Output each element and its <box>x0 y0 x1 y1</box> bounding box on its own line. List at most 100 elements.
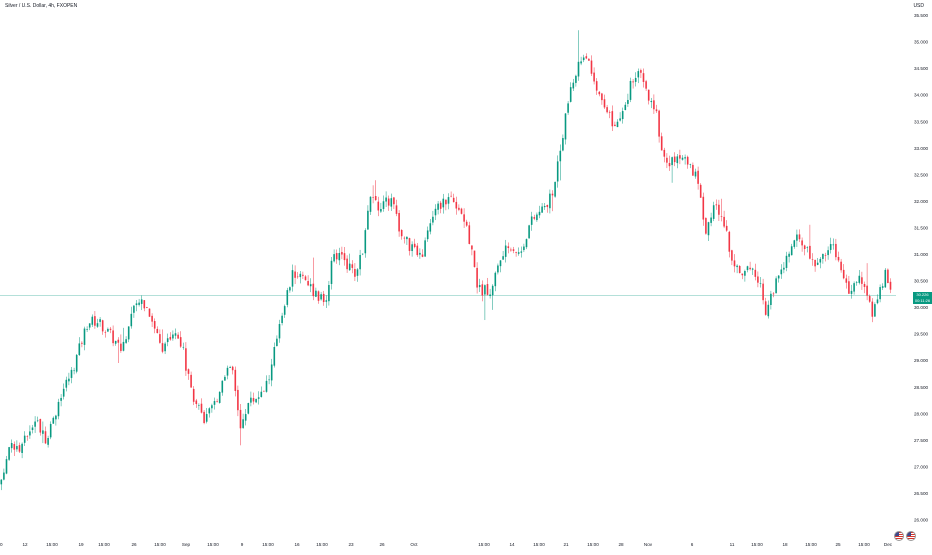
candle <box>114 340 117 346</box>
candle <box>250 391 252 407</box>
price-axis[interactable]: 26.000 26.500 27.000 27.500 28.000 28.500 29.0… <box>914 13 928 522</box>
candle <box>460 207 463 215</box>
candle <box>832 238 835 250</box>
candle <box>824 252 827 262</box>
candle <box>307 275 309 287</box>
candle <box>338 247 341 266</box>
candle <box>317 290 320 304</box>
candle <box>385 191 387 208</box>
price-tick-label: 32.000 <box>914 199 928 204</box>
candle <box>676 154 679 169</box>
candle <box>424 237 426 258</box>
uk-flag-icon[interactable] <box>894 531 904 541</box>
candle <box>255 398 257 404</box>
candle <box>304 275 307 281</box>
candle <box>52 416 55 424</box>
candle <box>135 300 138 312</box>
candle <box>481 280 484 302</box>
candle <box>819 257 822 269</box>
candle <box>237 385 239 417</box>
candle <box>603 94 606 110</box>
candle <box>616 119 619 128</box>
candle <box>686 155 689 169</box>
candle <box>208 407 211 418</box>
candle <box>827 246 829 260</box>
candle <box>398 210 400 237</box>
candle <box>413 238 416 249</box>
candle <box>793 239 796 249</box>
chart-title: Silver / U.S. Dollar, 4h, FXOPEN <box>5 3 78 9</box>
candle <box>42 421 44 444</box>
price-tick-label: 27.500 <box>914 438 928 443</box>
candle <box>182 342 185 350</box>
candle <box>754 263 757 281</box>
candle <box>177 332 179 339</box>
candle <box>447 193 450 210</box>
candle <box>767 300 770 319</box>
candle <box>478 278 481 292</box>
candle <box>491 284 494 310</box>
candle <box>315 287 317 298</box>
candle <box>445 199 447 211</box>
price-tick-label: 33.500 <box>914 119 928 124</box>
candle <box>421 249 424 258</box>
candle <box>133 304 135 318</box>
candle <box>130 306 133 329</box>
candle <box>884 268 887 288</box>
candle <box>523 243 525 253</box>
candle <box>341 246 343 260</box>
candle <box>569 82 572 103</box>
price-tick-label: 30.000 <box>914 305 928 310</box>
candle <box>70 367 73 384</box>
candle <box>650 97 653 109</box>
candle <box>692 162 694 176</box>
candle <box>374 180 377 201</box>
candle <box>655 104 658 113</box>
candle <box>143 300 146 312</box>
candle <box>798 229 801 243</box>
time-tick-label: 15:00 <box>46 542 58 547</box>
price-tick-label: 32.500 <box>914 172 928 177</box>
candle <box>803 244 806 256</box>
candle <box>543 202 546 210</box>
candle <box>874 302 876 317</box>
candle <box>47 435 49 448</box>
candle <box>273 342 276 368</box>
candle <box>489 288 491 299</box>
candle <box>247 402 250 415</box>
candle <box>265 375 268 393</box>
candle <box>174 328 177 340</box>
candle <box>494 271 497 292</box>
candle <box>601 92 603 105</box>
candle <box>575 74 577 87</box>
candle <box>796 229 798 247</box>
candle <box>814 259 816 272</box>
candle <box>590 55 593 77</box>
candle <box>658 109 660 143</box>
candle <box>733 254 736 273</box>
candle <box>736 264 738 274</box>
candle <box>406 236 408 245</box>
candle <box>29 425 31 439</box>
candle <box>354 263 356 282</box>
candle <box>681 155 684 161</box>
time-tick-label: 15:00 <box>478 542 490 547</box>
price-tick-label: 27.000 <box>914 464 928 469</box>
us-flag-icon[interactable] <box>906 531 916 541</box>
candle <box>221 380 224 396</box>
candle <box>707 221 710 241</box>
time-axis[interactable]: 00 12 15:00 19 15:00 26 15:00 Sep 15:00 9 15:00 16 1… <box>0 542 893 547</box>
price-tick-label: 31.500 <box>914 225 928 230</box>
candle <box>169 332 172 341</box>
candle <box>486 277 489 296</box>
candle <box>296 272 299 279</box>
time-tick-label: Dec <box>884 542 893 547</box>
candle <box>192 386 195 406</box>
candle <box>764 297 767 316</box>
candle <box>200 398 203 414</box>
candle <box>122 327 125 352</box>
candle <box>372 185 374 204</box>
candle <box>710 212 712 227</box>
